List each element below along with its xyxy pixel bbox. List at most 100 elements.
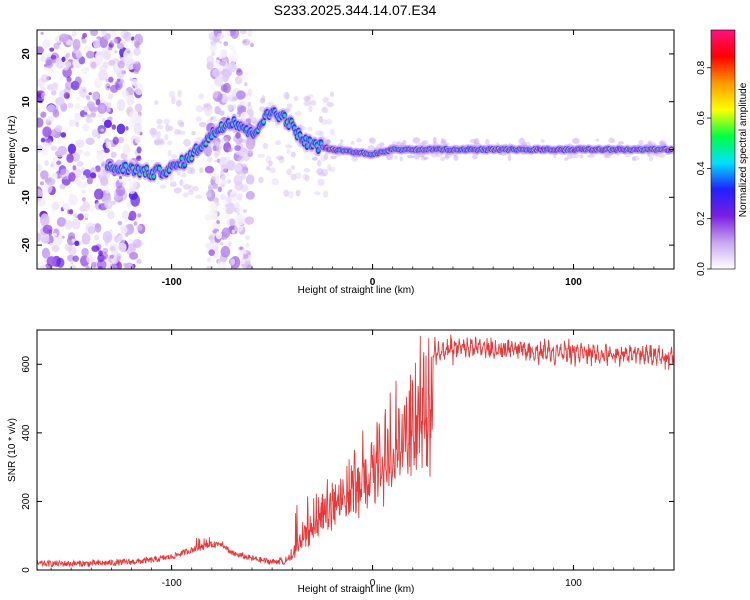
spectrogram-noise-cell — [271, 178, 280, 186]
spectrogram-noise-cell — [81, 189, 86, 194]
spectrogram-noise-cell — [295, 189, 301, 197]
spectrogram-noise-cell — [216, 143, 223, 150]
spectrogram-noise-cell — [350, 140, 355, 145]
spectrogram-noise-cell — [108, 76, 114, 83]
spectrogram-noise-cell — [81, 247, 89, 257]
spectrogram-noise-cell — [235, 113, 240, 118]
x-tick-label: 100 — [565, 277, 582, 288]
spectrogram-noise-cell — [571, 137, 580, 145]
spectrogram-noise-cell — [102, 255, 107, 261]
spectrogram-noise-cell — [219, 59, 226, 66]
spectrogram-noise-cell — [134, 83, 144, 96]
spectrogram-noise-cell — [241, 38, 251, 46]
spectrogram-noise-cell — [283, 91, 290, 100]
spectrogram-noise-cell — [40, 170, 49, 180]
snr-panel: -100 0 100 0 200 400 600 Height of straight l… — [7, 329, 675, 595]
spectrogram-noise-cell — [244, 216, 255, 225]
spectrogram-noise-cell — [186, 166, 193, 175]
spectrogram-noise-cell — [326, 101, 334, 108]
spectrogram-noise-cell — [219, 170, 225, 177]
spectrogram-noise-cell — [105, 187, 111, 195]
spectrogram-noise-cell — [102, 61, 109, 69]
spectrogram-noise-cell — [96, 150, 106, 163]
spectrogram-noise-cell — [118, 242, 127, 253]
spectrogram-noise-cell — [287, 190, 294, 199]
spectrogram-noise-cell — [85, 116, 93, 124]
spectrogram-noise-cell — [149, 129, 155, 135]
spectrogram-noise-cell — [266, 165, 271, 171]
snr-y-label: SNR (10 * v/v) — [7, 418, 18, 482]
spectrogram-noise-cell — [89, 204, 96, 213]
snr-x-ticks: -100 0 100 — [50, 330, 675, 589]
spectrogram-noise-cell — [240, 259, 246, 265]
spectrogram-noise-cell — [208, 32, 216, 41]
spectrogram-noise-cell — [55, 96, 65, 106]
spectrogram-noise-cell — [85, 137, 95, 145]
spectrogram-noise-cell — [268, 160, 273, 167]
spectrogram-noise-cell — [84, 213, 89, 218]
spectrogram-noise-cell — [91, 245, 100, 252]
spectrogram-noise-cell — [313, 191, 321, 196]
spectrogram-noise-cell — [191, 131, 196, 136]
spectrogram-noise-cell — [41, 247, 50, 259]
spectrogram-noise-cell — [206, 265, 213, 269]
spectrogram-noise-cell — [323, 190, 329, 198]
spectrogram-noise-cell — [123, 31, 132, 42]
spectrogram-noise-cell — [93, 188, 104, 200]
spectrogram-noise-cell — [56, 217, 67, 227]
spectrogram-noise-cell — [66, 76, 72, 83]
spectrogram-noise-cell — [50, 145, 58, 151]
spectrogram-noise-cell — [128, 187, 136, 194]
spectrogram-noise-cell — [37, 262, 40, 268]
spectrogram-noise-cell — [303, 100, 312, 107]
spectrogram-noise-cell — [100, 176, 109, 186]
spectrogram-noise-cell — [221, 227, 231, 239]
spectrogram-noise-cell — [302, 173, 308, 181]
spectrogram-noise-cell — [394, 155, 398, 160]
spectrogram-noise-cell — [134, 136, 141, 144]
spectrogram-noise-cell — [159, 184, 167, 189]
spectrogram-noise-cell — [242, 155, 250, 162]
spectrogram-noise-cell — [90, 30, 99, 37]
spectrogram-noise-cell — [303, 168, 311, 173]
spectrogram-noise-cell — [617, 141, 624, 145]
spectrogram-noise-cell — [223, 41, 229, 47]
spectrogram-noise-cell — [234, 200, 240, 205]
spectrogram-noise-cell — [648, 156, 654, 162]
spectrogram-noise-cell — [286, 149, 291, 155]
y-tick-label: 0 — [21, 567, 32, 573]
snr-series-line — [37, 334, 674, 568]
spectrogram-noise-cell — [215, 231, 223, 240]
spectrogram-noise-cell — [319, 130, 325, 138]
spectrogram-noise-cell — [42, 224, 53, 234]
spectrogram-noise-cell — [246, 190, 255, 200]
spectrogram-noise-cell — [205, 192, 212, 198]
spectrogram-noise-cell — [230, 30, 240, 39]
colorbar-tick-label: 0.6 — [696, 111, 707, 125]
spectrogram-noise-cell — [40, 111, 47, 118]
spectrogram-noise-cell — [76, 96, 81, 102]
spectrogram-noise-cell — [129, 110, 138, 120]
spectrogram-noise-cell — [171, 96, 176, 105]
spectrogram-noise-cell — [237, 192, 243, 201]
spectrogram-noise-cell — [351, 155, 359, 162]
spectrogram-noise-cell — [221, 93, 229, 104]
spectrogram-noise-cell — [249, 143, 254, 150]
y-tick-label: -10 — [21, 190, 32, 205]
spectrogram-noise-cell — [94, 223, 102, 233]
spectrogram-noise-cell — [195, 116, 202, 122]
spectrogram-noise-cell — [40, 92, 47, 100]
spectrogram-noise-cell — [275, 140, 281, 146]
spectrogram-noise-cell — [40, 31, 44, 36]
spectrogram-noise-cell — [247, 88, 253, 97]
spectrogram-noise-cell — [117, 234, 126, 245]
spectrogram-noise-cell — [92, 41, 97, 45]
spectrogram-noise-cell — [211, 211, 218, 221]
colorbar: 0.0 0.2 0.4 0.6 0.8 Normalized spectral ampl… — [696, 29, 749, 276]
spectrogram-noise-cell — [175, 99, 182, 107]
spectrogram-y-ticks: -20 -10 0 10 20 — [21, 48, 674, 252]
spectrogram-noise-cell — [57, 145, 68, 156]
spectrogram-noise-cell — [329, 91, 335, 97]
spectrogram-noise-cell — [50, 54, 57, 60]
spectrogram-noise-cell — [103, 119, 113, 129]
